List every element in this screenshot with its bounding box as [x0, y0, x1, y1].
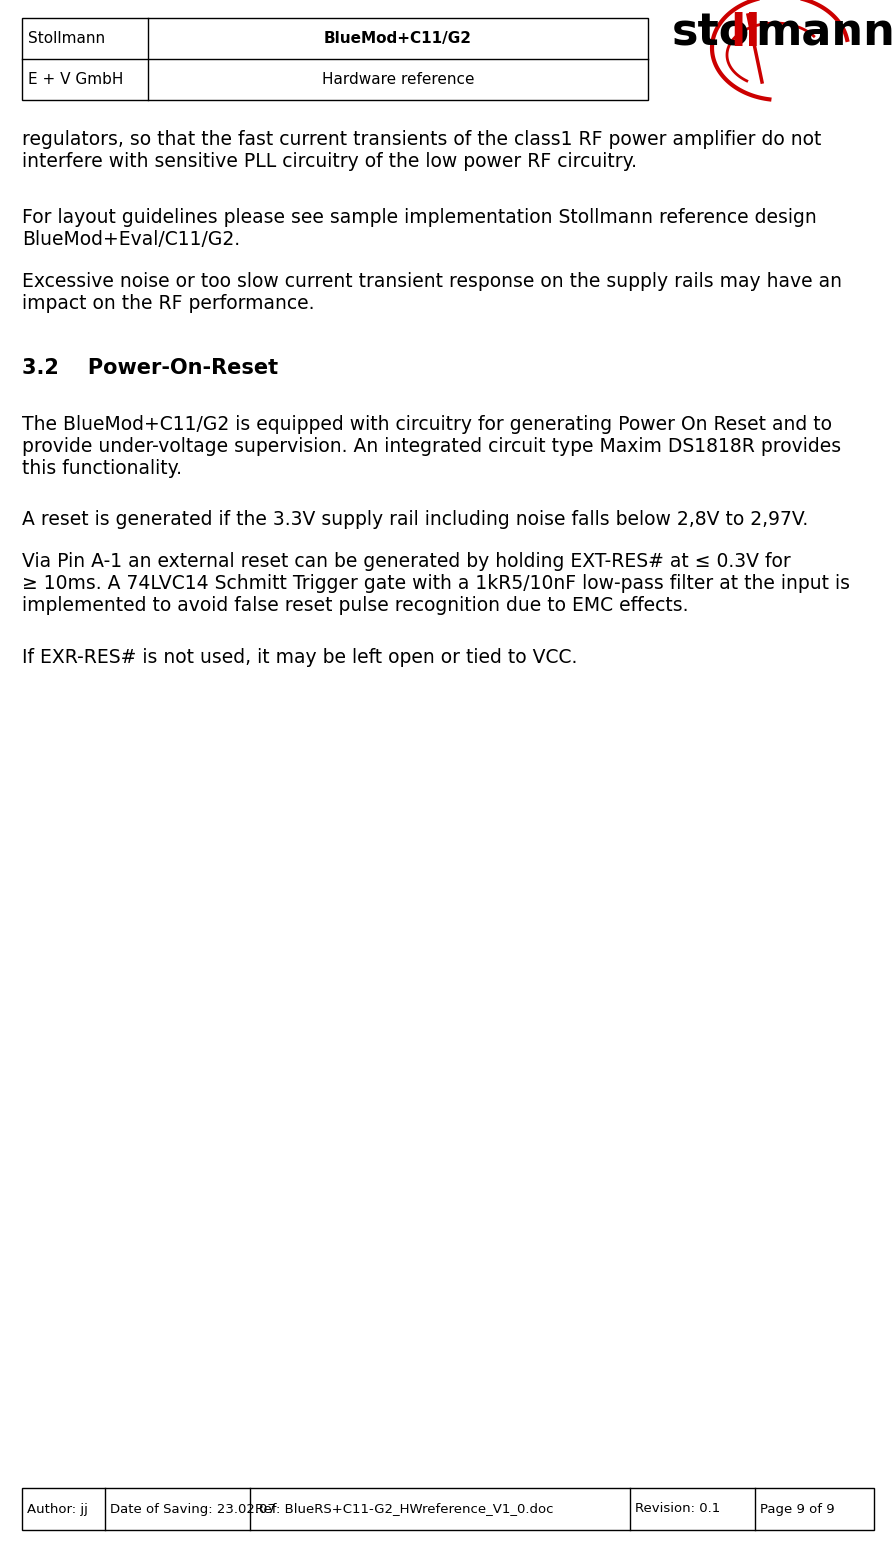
Bar: [22, 1488, 874, 1529]
Text: mann: mann: [755, 12, 895, 56]
Text: For layout guidelines please see sample implementation Stollmann reference desig: For layout guidelines please see sample …: [22, 207, 817, 228]
Bar: [22, 19, 648, 101]
Text: Date of Saving: 23.02.07: Date of Saving: 23.02.07: [110, 1503, 276, 1515]
Text: The BlueMod+C11/G2 is equipped with circuitry for generating Power On Reset and : The BlueMod+C11/G2 is equipped with circ…: [22, 415, 832, 433]
Text: A reset is generated if the 3.3V supply rail including noise falls below 2,8V to: A reset is generated if the 3.3V supply …: [22, 509, 808, 529]
Text: 3.2    Power-On-Reset: 3.2 Power-On-Reset: [22, 358, 278, 378]
Text: provide under-voltage supervision. An integrated circuit type Maxim DS1818R prov: provide under-voltage supervision. An in…: [22, 437, 841, 457]
Text: Excessive noise or too slow current transient response on the supply rails may h: Excessive noise or too slow current tran…: [22, 272, 842, 291]
Text: ll: ll: [730, 12, 761, 56]
Text: Hardware reference: Hardware reference: [322, 73, 474, 87]
Text: interfere with sensitive PLL circuitry of the low power RF circuitry.: interfere with sensitive PLL circuitry o…: [22, 152, 637, 170]
Text: Ref: BlueRS+C11-G2_HWreference_V1_0.doc: Ref: BlueRS+C11-G2_HWreference_V1_0.doc: [255, 1503, 554, 1515]
Text: this functionality.: this functionality.: [22, 460, 182, 478]
Text: sto: sto: [672, 12, 750, 56]
Text: BlueMod+Eval/C11/G2.: BlueMod+Eval/C11/G2.: [22, 231, 240, 249]
Text: Author: jj: Author: jj: [27, 1503, 88, 1515]
Text: Page 9 of 9: Page 9 of 9: [760, 1503, 835, 1515]
Text: E + V GmbH: E + V GmbH: [28, 73, 124, 87]
Text: Revision: 0.1: Revision: 0.1: [635, 1503, 720, 1515]
Text: impact on the RF performance.: impact on the RF performance.: [22, 294, 314, 313]
Text: If EXR-RES# is not used, it may be left open or tied to VCC.: If EXR-RES# is not used, it may be left …: [22, 649, 577, 667]
Text: BlueMod+C11/G2: BlueMod+C11/G2: [324, 31, 472, 46]
Text: Via Pin A-1 an external reset can be generated by holding EXT-RES# at ≤ 0.3V for: Via Pin A-1 an external reset can be gen…: [22, 553, 791, 571]
Text: ≥ 10ms. A 74LVC14 Schmitt Trigger gate with a 1kR5/10nF low-pass filter at the i: ≥ 10ms. A 74LVC14 Schmitt Trigger gate w…: [22, 574, 850, 593]
Text: implemented to avoid false reset pulse recognition due to EMC effects.: implemented to avoid false reset pulse r…: [22, 596, 688, 615]
Text: Stollmann: Stollmann: [28, 31, 105, 46]
Text: regulators, so that the fast current transients of the class1 RF power amplifier: regulators, so that the fast current tra…: [22, 130, 822, 149]
